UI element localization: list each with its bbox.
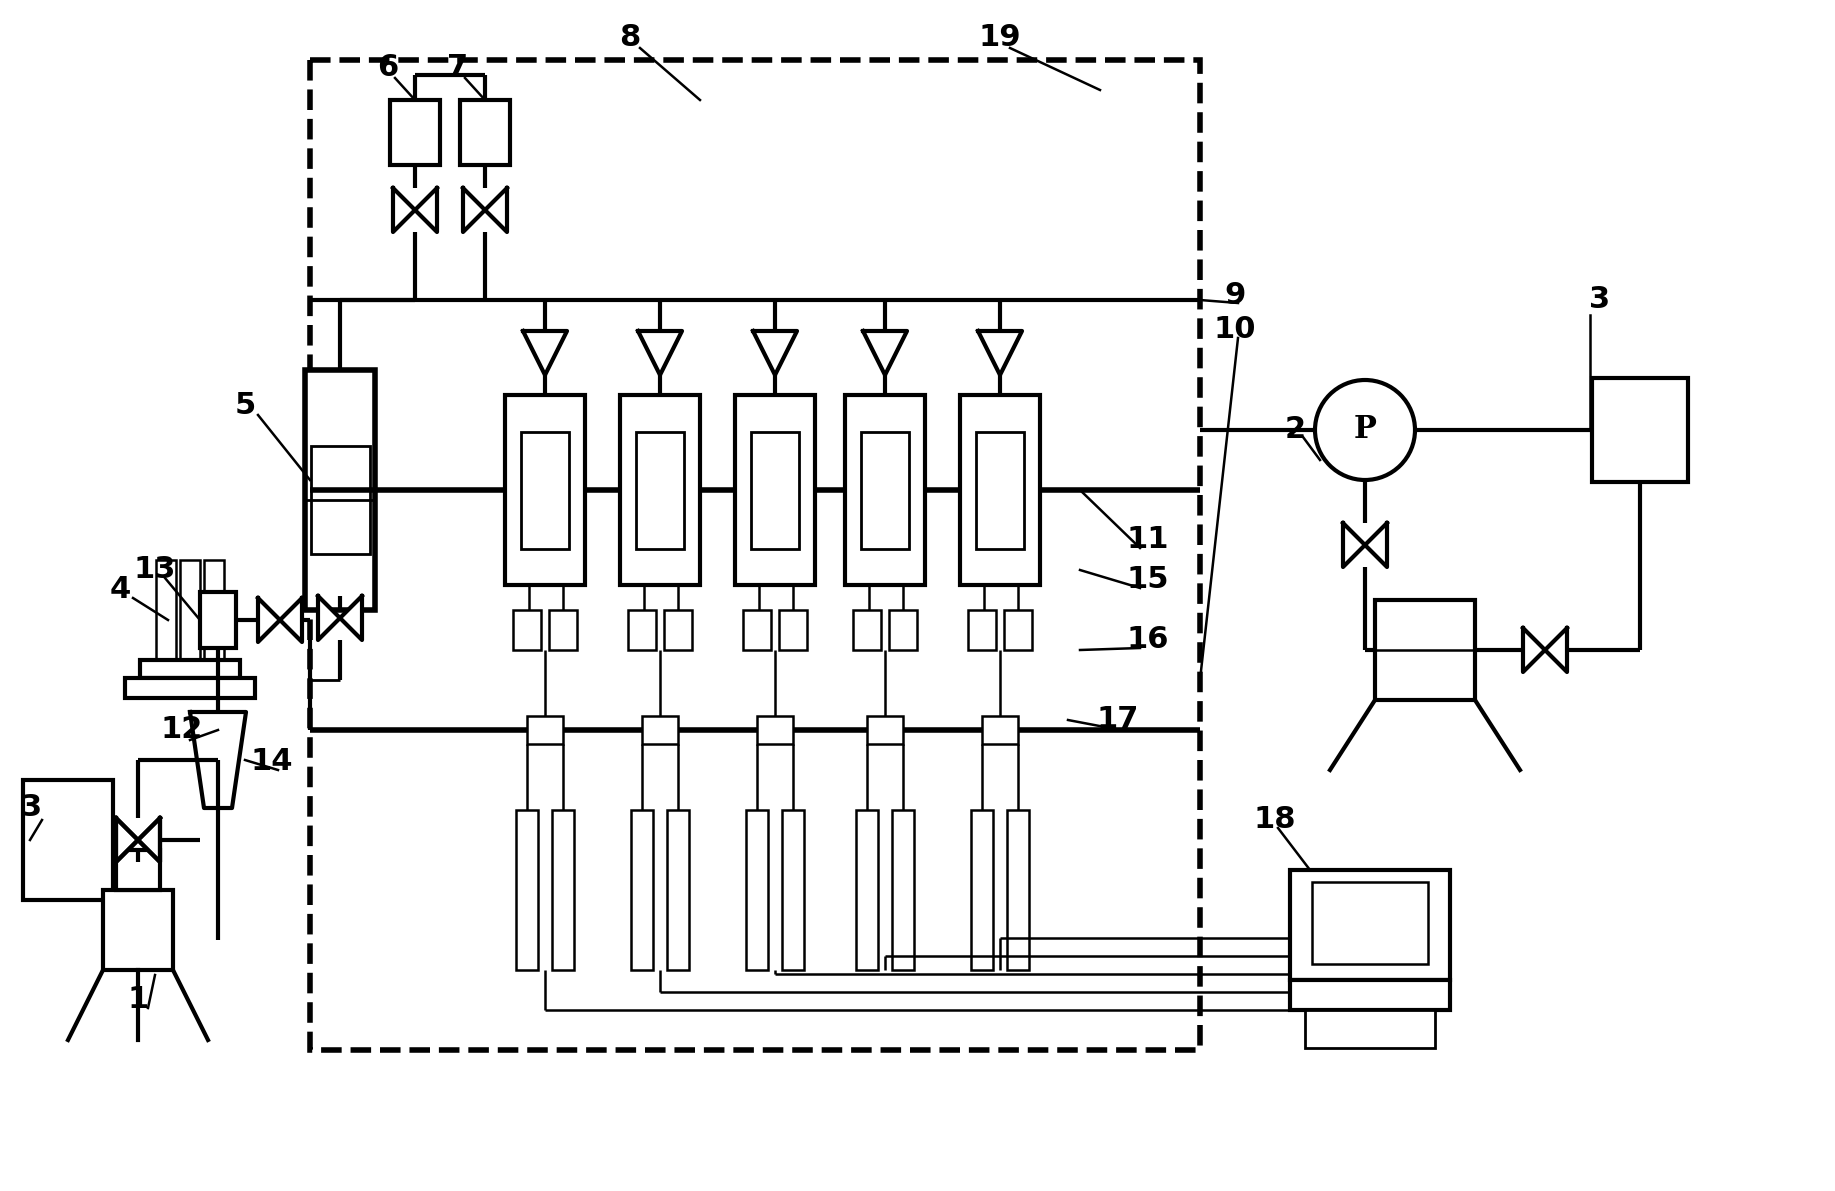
Polygon shape (191, 712, 246, 807)
Text: 9: 9 (1224, 281, 1246, 310)
Bar (103, 890, 172, 969)
Bar (628, 610, 655, 650)
Bar (521, 432, 569, 549)
Bar (637, 432, 684, 549)
Bar (971, 810, 993, 969)
Bar (780, 610, 807, 650)
Bar (855, 810, 877, 969)
Text: 13: 13 (134, 555, 176, 585)
Bar (139, 660, 240, 678)
Polygon shape (116, 818, 138, 862)
Polygon shape (462, 188, 484, 232)
Text: 8: 8 (620, 24, 640, 52)
Polygon shape (752, 331, 796, 375)
Bar (666, 810, 688, 969)
Polygon shape (1523, 628, 1545, 672)
Text: 1: 1 (127, 985, 149, 1015)
Bar (982, 716, 1018, 744)
Bar (969, 610, 996, 650)
Bar (125, 678, 255, 698)
Text: 18: 18 (1253, 805, 1296, 835)
Polygon shape (415, 188, 437, 232)
Text: 14: 14 (251, 748, 294, 777)
Bar (1305, 1010, 1435, 1048)
Polygon shape (484, 188, 506, 232)
Text: 6: 6 (378, 54, 398, 82)
Bar (1374, 600, 1475, 700)
Text: P: P (1354, 414, 1376, 445)
Bar (200, 592, 237, 648)
Bar (552, 810, 574, 969)
Polygon shape (317, 596, 339, 640)
Bar (1593, 378, 1688, 482)
Text: 5: 5 (235, 391, 255, 419)
Bar (549, 610, 576, 650)
Bar (751, 432, 798, 549)
Bar (758, 716, 793, 744)
Bar (1290, 869, 1450, 980)
Bar (514, 610, 541, 650)
Bar (1290, 980, 1450, 1010)
Text: 17: 17 (1097, 705, 1140, 735)
Bar (747, 810, 769, 969)
Bar (664, 610, 692, 650)
Polygon shape (393, 188, 415, 232)
Circle shape (1316, 380, 1415, 480)
Polygon shape (523, 331, 567, 375)
Bar (1312, 883, 1428, 964)
Polygon shape (639, 331, 683, 375)
Bar (180, 560, 200, 660)
Polygon shape (978, 331, 1022, 375)
Bar (1007, 810, 1029, 969)
Bar (743, 610, 771, 650)
Bar (1004, 610, 1031, 650)
Bar (736, 395, 815, 585)
Bar (24, 780, 114, 900)
Bar (853, 610, 881, 650)
Polygon shape (339, 596, 361, 640)
Text: 12: 12 (161, 716, 204, 744)
Text: 3: 3 (1589, 286, 1611, 314)
Bar (782, 810, 804, 969)
Polygon shape (138, 818, 160, 862)
Bar (861, 432, 908, 549)
Bar (516, 810, 538, 969)
Polygon shape (1365, 523, 1387, 567)
Bar (116, 850, 160, 890)
Bar (461, 100, 510, 166)
Polygon shape (259, 598, 281, 642)
Text: 15: 15 (1127, 566, 1169, 594)
Bar (960, 395, 1040, 585)
Text: 16: 16 (1127, 625, 1169, 655)
Polygon shape (862, 331, 906, 375)
Text: 19: 19 (978, 24, 1022, 52)
Polygon shape (138, 818, 160, 862)
Bar (631, 810, 653, 969)
Bar (391, 100, 440, 166)
Text: 2: 2 (1284, 416, 1305, 444)
Bar (310, 445, 371, 554)
Bar (888, 610, 918, 650)
Bar (204, 560, 224, 660)
Bar (156, 560, 176, 660)
Bar (505, 395, 585, 585)
Bar (976, 432, 1024, 549)
Bar (844, 395, 925, 585)
Bar (305, 370, 374, 610)
Bar (892, 810, 914, 969)
Bar (310, 60, 1200, 1050)
Text: 10: 10 (1213, 316, 1257, 344)
Polygon shape (116, 818, 138, 862)
Text: 11: 11 (1127, 525, 1169, 555)
Text: 7: 7 (448, 54, 468, 82)
Polygon shape (1545, 628, 1567, 672)
Bar (866, 716, 903, 744)
Bar (620, 395, 699, 585)
Bar (527, 716, 563, 744)
Text: 4: 4 (110, 575, 130, 605)
Bar (642, 716, 677, 744)
Polygon shape (281, 598, 303, 642)
Polygon shape (1343, 523, 1365, 567)
Text: 3: 3 (22, 793, 42, 823)
